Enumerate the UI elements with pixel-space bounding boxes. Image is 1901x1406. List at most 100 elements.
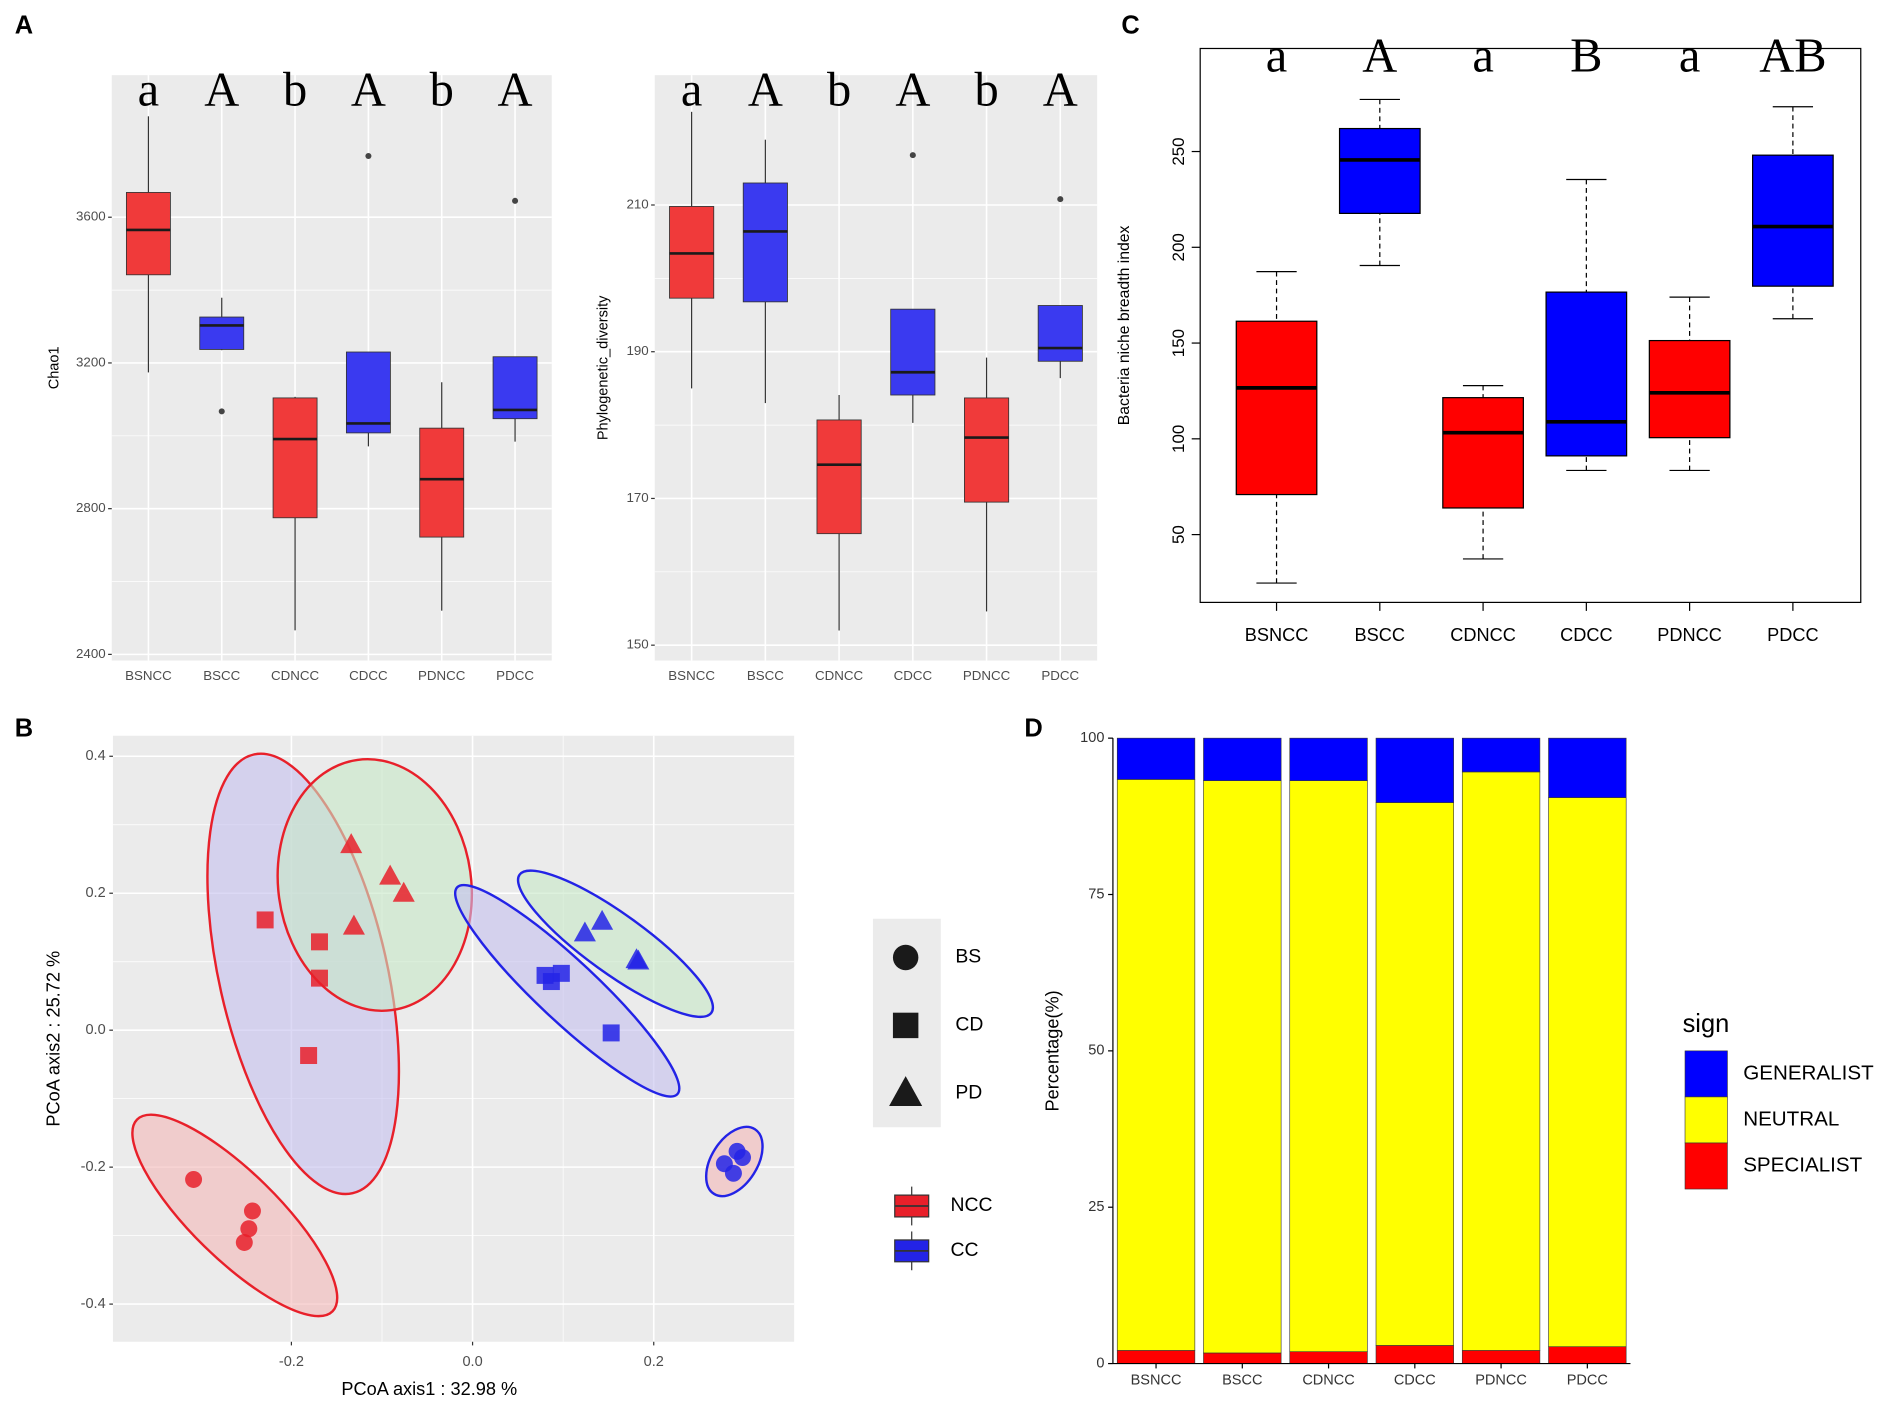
bar-segment	[1289, 1351, 1368, 1364]
box	[890, 308, 936, 396]
y-axis-title: PCoA axis2 : 25.72 %	[44, 951, 64, 1127]
annotation: A	[748, 64, 783, 117]
legend-label: SPECIALIST	[1743, 1153, 1862, 1176]
box	[816, 419, 862, 535]
y-tick-label: 250	[1169, 137, 1188, 165]
point	[392, 881, 415, 902]
bar-segment	[1375, 1345, 1454, 1364]
bar-segment	[1203, 737, 1282, 781]
bar-segment	[1461, 1350, 1541, 1364]
annotation: A	[1362, 30, 1397, 83]
bar-segment	[1116, 779, 1196, 1351]
annotation: b	[430, 64, 454, 117]
legend-label: NCC	[951, 1194, 993, 1216]
y-tick-label: -0.2	[81, 1159, 106, 1175]
point	[240, 1220, 258, 1238]
box	[125, 192, 171, 276]
point	[602, 1024, 620, 1042]
x-tick-label: CDNCC	[815, 668, 864, 683]
y-tick-label: 50	[1088, 1043, 1104, 1059]
legend-swatch	[1684, 1142, 1728, 1190]
y-tick-label: 50	[1169, 525, 1188, 544]
x-tick-label: CDCC	[349, 668, 388, 683]
y-axis-title: Chao1	[47, 346, 63, 389]
point	[243, 1202, 261, 1220]
box	[1037, 305, 1083, 362]
x-tick-label: BSCC	[1355, 625, 1406, 645]
outlier	[365, 152, 372, 160]
x-tick-label: BSNCC	[125, 668, 172, 683]
point	[300, 1047, 318, 1065]
annotation: b	[283, 64, 307, 117]
box	[742, 182, 788, 303]
point	[185, 1170, 203, 1188]
y-tick-label: 75	[1088, 886, 1104, 902]
point	[591, 909, 614, 930]
annotation: A	[498, 64, 533, 117]
bar-segment	[1375, 802, 1454, 1346]
box	[272, 397, 318, 519]
x-tick-label: PDCC	[1041, 668, 1079, 683]
x-tick-label: PDNCC	[1475, 1372, 1527, 1388]
x-tick-label: PDNCC	[1657, 625, 1722, 645]
bar-segment	[1548, 797, 1627, 1347]
bar-segment	[1461, 737, 1541, 773]
x-tick-label: BSNCC	[668, 668, 715, 683]
y-tick-label: 2800	[76, 500, 106, 515]
confidence-ellipse	[453, 883, 681, 1098]
bar-segment	[1375, 737, 1454, 803]
x-tick-label: CDNCC	[1302, 1372, 1354, 1388]
annotation: B	[1570, 30, 1602, 83]
box	[1442, 397, 1524, 509]
x-tick-label: 0.2	[644, 1354, 664, 1370]
legend-label: CC	[951, 1239, 979, 1261]
confidence-ellipse	[131, 1113, 339, 1318]
box	[964, 397, 1010, 503]
point	[340, 833, 363, 854]
legend-symbol	[892, 944, 919, 971]
legend-label: PD	[955, 1081, 982, 1103]
confidence-ellipse	[516, 869, 715, 1019]
panel-label: C	[1121, 11, 1139, 39]
y-tick-label: 0.0	[85, 1022, 105, 1038]
legend-label: NEUTRAL	[1743, 1107, 1839, 1130]
y-tick-label: 150	[626, 637, 648, 652]
annotation: A	[895, 64, 930, 117]
legend-symbol	[892, 1012, 919, 1039]
y-tick-label: 170	[626, 490, 648, 505]
point	[734, 1149, 751, 1167]
annotation: a	[138, 64, 160, 117]
annotation: A	[351, 64, 386, 117]
box	[419, 427, 465, 538]
annotation: b	[974, 64, 998, 117]
x-tick-label: BSCC	[747, 668, 784, 683]
box	[199, 316, 245, 350]
annotation: a	[1266, 30, 1288, 83]
legend-title: sign	[1683, 1010, 1730, 1038]
point	[542, 973, 560, 991]
y-tick-label: 2400	[76, 646, 106, 661]
plot-background	[654, 75, 1098, 661]
bar-segment	[1289, 737, 1368, 781]
plot-background	[111, 75, 552, 661]
x-tick-label: CDCC	[1560, 625, 1612, 645]
x-tick-label: PDCC	[496, 668, 534, 683]
x-tick-label: CDNCC	[1450, 625, 1516, 645]
x-tick-label: BSNCC	[1131, 1372, 1182, 1388]
legend-swatch	[1684, 1050, 1728, 1098]
x-tick-label: PDCC	[1767, 625, 1819, 645]
x-tick-label: BSCC	[1222, 1372, 1262, 1388]
outlier	[1057, 196, 1064, 203]
y-axis-title: Phylogenetic_diversity	[596, 295, 612, 440]
annotation: AB	[1759, 30, 1826, 83]
y-tick-label: 3200	[76, 354, 106, 369]
y-tick-label: 0.2	[85, 885, 105, 901]
bar-segment	[1461, 771, 1541, 1351]
y-tick-label: 3600	[76, 209, 106, 224]
x-tick-label: CDCC	[894, 668, 933, 683]
x-axis-title: PCoA axis1 : 32.98 %	[341, 1379, 517, 1399]
y-axis-title: Bacteria niche breadth index	[1116, 226, 1133, 426]
x-tick-label: -0.2	[279, 1354, 304, 1370]
y-tick-label: 25	[1088, 1199, 1104, 1215]
y-tick-label: 0.4	[85, 748, 105, 764]
